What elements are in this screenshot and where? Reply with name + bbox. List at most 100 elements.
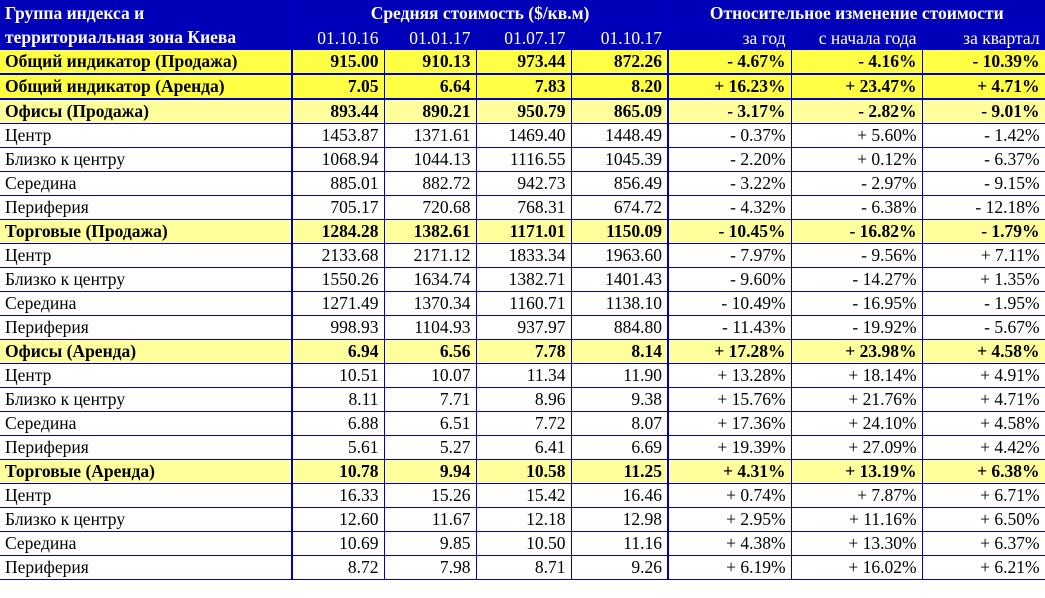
value-cell: 674.72 bbox=[571, 195, 670, 220]
value-cell: 768.31 bbox=[476, 195, 572, 220]
value-cell: 1401.43 bbox=[571, 267, 670, 292]
value-cell: 16.33 bbox=[292, 483, 385, 508]
change-cell: + 13.28% bbox=[668, 363, 792, 388]
table-row: Середина 885.01 882.72 942.73 856.49- 3.22% -… bbox=[0, 171, 1045, 196]
value-cell: 1833.34 bbox=[476, 243, 572, 268]
value-cell: 1160.71 bbox=[476, 291, 572, 316]
change-cell: + 1.35% bbox=[922, 267, 1045, 292]
change-cell: + 13.30% bbox=[791, 531, 923, 556]
value-cell: 5.27 bbox=[384, 435, 477, 460]
row-label: Торговые (Продажа) bbox=[0, 219, 293, 244]
value-cell: 11.67 bbox=[384, 507, 477, 532]
row-label: Офисы (Продажа) bbox=[0, 99, 293, 124]
value-cell: 6.69 bbox=[571, 435, 670, 460]
row-label: Центр bbox=[0, 483, 293, 508]
change-cell: - 1.95% bbox=[922, 291, 1045, 316]
value-cell: 1271.49 bbox=[292, 291, 385, 316]
table-row: Близко к центру 1068.94 1044.13 1116.55 1045… bbox=[0, 147, 1045, 172]
table-row: Середина 6.88 6.51 7.72 8.07 + 17.36% + 24.10%… bbox=[0, 411, 1045, 436]
value-cell: 7.78 bbox=[476, 339, 572, 364]
change-cell: - 4.32% bbox=[668, 195, 792, 220]
date-header: 01.07.17 bbox=[476, 26, 572, 50]
value-cell: 9.94 bbox=[384, 459, 477, 484]
group-header-line1: Группа индекса и bbox=[5, 3, 145, 23]
change-cell: - 7.97% bbox=[668, 243, 792, 268]
value-cell: 1370.34 bbox=[384, 291, 477, 316]
change-cell: + 16.23% bbox=[668, 74, 792, 100]
value-cell: 890.21 bbox=[384, 99, 477, 124]
table-row: Периферия 705.17 720.68 768.31 674.72- 4.32%… bbox=[0, 195, 1045, 220]
value-cell: 1963.60 bbox=[571, 243, 670, 268]
change-cell: - 4.16% bbox=[791, 49, 923, 75]
change-cell: - 16.95% bbox=[791, 291, 923, 316]
row-label: Торговые (Аренда) bbox=[0, 459, 293, 484]
change-cell: - 3.22% bbox=[668, 171, 792, 196]
table-row: Близко к центру 8.11 7.71 8.96 9.38 + 15.76% +… bbox=[0, 387, 1045, 412]
table-body: Общий индикатор (Продажа) 915.00 910.13 973… bbox=[0, 49, 1045, 580]
indicator-row: Общий индикатор (Продажа) 915.00 910.13 973… bbox=[0, 49, 1045, 75]
table-row: Середина 1271.49 1370.34 1160.71 1138.10- 10… bbox=[0, 291, 1045, 316]
row-label: Офисы (Аренда) bbox=[0, 339, 293, 364]
change-cell: + 6.71% bbox=[922, 483, 1045, 508]
table-row: Центр 10.51 10.07 11.34 11.90 + 13.28% + 18.14… bbox=[0, 363, 1045, 388]
change-cell: - 4.67% bbox=[668, 49, 792, 75]
value-cell: 937.97 bbox=[476, 315, 572, 340]
value-cell: 1284.28 bbox=[292, 219, 385, 244]
change-cell: - 10.39% bbox=[922, 49, 1045, 75]
table-row: Периферия 8.72 7.98 8.71 9.26 + 6.19% + 16.02%… bbox=[0, 555, 1045, 580]
row-label: Периферия bbox=[0, 195, 293, 220]
change-cell: + 7.87% bbox=[791, 483, 923, 508]
group-header-line2: территориальная зона Киева bbox=[5, 27, 237, 47]
change-cell: - 6.37% bbox=[922, 147, 1045, 172]
value-cell: 10.51 bbox=[292, 363, 385, 388]
change-cell: + 6.38% bbox=[922, 459, 1045, 484]
change-cell: + 19.39% bbox=[668, 435, 792, 460]
change-cell: - 1.79% bbox=[922, 219, 1045, 244]
row-label: Середина bbox=[0, 411, 293, 436]
change-cell: + 4.58% bbox=[922, 411, 1045, 436]
value-cell: 1371.61 bbox=[384, 123, 477, 148]
value-cell: 8.20 bbox=[571, 74, 670, 100]
change-cell: - 9.56% bbox=[791, 243, 923, 268]
table-row: Близко к центру 1550.26 1634.74 1382.71 1401… bbox=[0, 267, 1045, 292]
value-cell: 1171.01 bbox=[476, 219, 572, 244]
change-cell: + 13.19% bbox=[791, 459, 923, 484]
date-header: 01.01.17 bbox=[384, 26, 477, 50]
value-cell: 10.50 bbox=[476, 531, 572, 556]
table-row: Периферия 998.93 1104.93 937.97 884.80- 11.4… bbox=[0, 315, 1045, 340]
change-cell: + 27.09% bbox=[791, 435, 923, 460]
change-cell: + 17.28% bbox=[668, 339, 792, 364]
row-label: Периферия bbox=[0, 435, 293, 460]
value-cell: 8.14 bbox=[571, 339, 670, 364]
change-cell: + 4.58% bbox=[922, 339, 1045, 364]
change-cell: - 2.20% bbox=[668, 147, 792, 172]
value-cell: 6.88 bbox=[292, 411, 385, 436]
value-cell: 865.09 bbox=[571, 99, 670, 124]
change-cell: + 2.95% bbox=[668, 507, 792, 532]
change-cell: + 15.76% bbox=[668, 387, 792, 412]
change-cell: + 18.14% bbox=[791, 363, 923, 388]
row-label: Центр bbox=[0, 363, 293, 388]
row-label: Близко к центру bbox=[0, 267, 293, 292]
value-cell: 910.13 bbox=[384, 49, 477, 75]
value-cell: 1150.09 bbox=[571, 219, 670, 244]
value-cell: 16.46 bbox=[571, 483, 670, 508]
row-label: Середина bbox=[0, 171, 293, 196]
table-row: Центр 2133.68 2171.12 1833.34 1963.60- 7.97%… bbox=[0, 243, 1045, 268]
change-cell: - 11.43% bbox=[668, 315, 792, 340]
change-cell: + 4.31% bbox=[668, 459, 792, 484]
row-label: Близко к центру bbox=[0, 147, 293, 172]
row-label: Середина bbox=[0, 531, 293, 556]
change-cell: - 3.17% bbox=[668, 99, 792, 124]
value-cell: 8.72 bbox=[292, 555, 385, 580]
value-cell: 9.38 bbox=[571, 387, 670, 412]
value-cell: 12.18 bbox=[476, 507, 572, 532]
section-row: Торговые (Аренда) 10.78 9.94 10.58 11.25 + 4.… bbox=[0, 459, 1045, 484]
change-cell: - 2.82% bbox=[791, 99, 923, 124]
value-cell: 8.07 bbox=[571, 411, 670, 436]
value-cell: 1138.10 bbox=[571, 291, 670, 316]
price-index-table: Группа индекса и территориальная зона Ки… bbox=[0, 0, 1045, 580]
change-header: за год bbox=[668, 26, 792, 50]
value-cell: 7.83 bbox=[476, 74, 572, 100]
change-cell: + 7.11% bbox=[922, 243, 1045, 268]
